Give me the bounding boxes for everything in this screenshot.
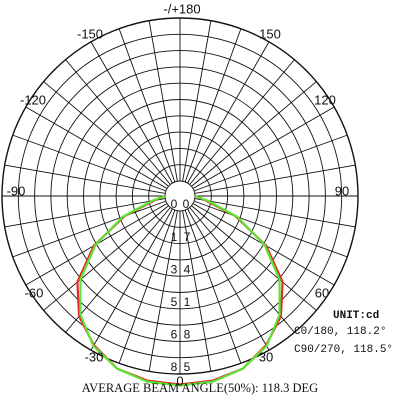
radial-label: 1 xyxy=(184,295,191,309)
unit-label: UNIT:cd xyxy=(333,310,379,322)
radial-labels: 0 01 73 45 16 88 5 xyxy=(171,197,191,374)
grid-spoke xyxy=(43,205,169,311)
grid-spoke xyxy=(187,41,270,184)
radial-label: 4 xyxy=(184,262,191,276)
angle-label: 60 xyxy=(315,285,329,300)
angle-label: -30 xyxy=(85,349,104,364)
series-c90-270-line xyxy=(79,194,281,387)
beam-angle-footer: AVERAGE BEAM ANGLE(50%): 118.3 DEG xyxy=(81,381,319,395)
angle-label: -90 xyxy=(7,183,26,198)
grid-spoke xyxy=(12,200,167,258)
grid-spoke xyxy=(4,164,166,194)
radial-label: 8 xyxy=(171,360,178,374)
angle-label: -120 xyxy=(20,92,46,107)
radial-label: 1 xyxy=(171,230,178,244)
legend-c90: C90/270, 118.5° xyxy=(294,344,393,356)
grid-spoke xyxy=(65,207,171,333)
grid-spoke xyxy=(189,59,295,185)
polar-grid xyxy=(1,17,359,375)
legend-c0: C0/180, 118.2° xyxy=(294,326,386,338)
grid-spoke xyxy=(194,164,356,194)
grid-spoke xyxy=(90,208,173,351)
grid-spoke xyxy=(191,205,317,311)
angle-label: -150 xyxy=(77,26,103,41)
grid-spoke xyxy=(148,20,178,182)
radial-label: 8 xyxy=(184,328,191,342)
angle-label: 150 xyxy=(259,26,281,41)
radial-label: 6 xyxy=(171,328,178,342)
radial-label: 3 xyxy=(171,262,178,276)
series-group xyxy=(76,194,284,387)
grid-spoke xyxy=(90,41,173,184)
angle-label: -/+180 xyxy=(163,1,200,16)
grid-spoke xyxy=(187,208,270,351)
grid-spoke xyxy=(182,20,212,182)
grid-spoke xyxy=(193,200,348,258)
grid-spoke xyxy=(43,81,169,187)
angle-label: 0 xyxy=(176,373,183,388)
radial-label: 0 xyxy=(171,197,178,211)
grid-spoke xyxy=(189,207,295,333)
grid-spoke xyxy=(184,28,242,183)
grid-spoke xyxy=(25,106,168,189)
grid-spoke xyxy=(148,210,178,372)
radial-label: 7 xyxy=(184,230,191,244)
grid-spoke xyxy=(182,210,212,372)
radial-label: 5 xyxy=(184,360,191,374)
grid-spoke xyxy=(194,198,356,228)
grid-spoke xyxy=(193,134,348,192)
grid-spoke xyxy=(65,59,171,185)
grid-spoke xyxy=(118,28,176,183)
grid-spoke xyxy=(12,134,167,192)
radial-label: 0 xyxy=(183,197,190,211)
grid-spoke xyxy=(192,106,335,189)
angle-label: 120 xyxy=(314,92,336,107)
grid-spoke xyxy=(118,209,176,364)
angle-label: -60 xyxy=(25,285,44,300)
grid-spoke xyxy=(191,81,317,187)
angle-label: 90 xyxy=(335,183,349,198)
radial-label: 5 xyxy=(171,295,178,309)
angle-label: 30 xyxy=(259,349,273,364)
grid-spoke xyxy=(184,209,242,364)
grid-spoke xyxy=(4,198,166,228)
